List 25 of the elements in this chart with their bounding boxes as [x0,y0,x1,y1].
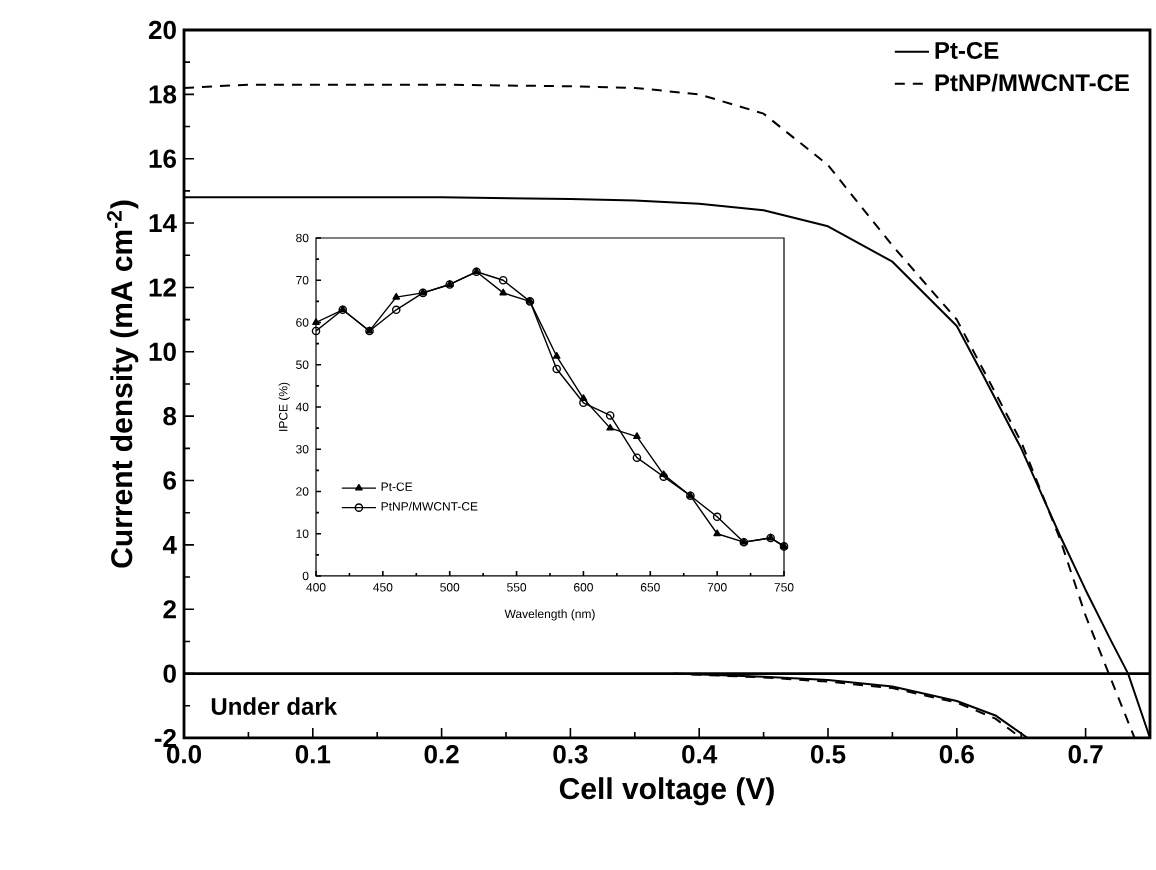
y-tick-label: 16 [149,149,176,168]
x-tick-label: 0.4 [682,745,718,764]
x-tick-label: 0.6 [939,745,974,764]
y-tick-label: 12 [149,278,176,297]
y-tick-label: 10 [149,342,176,361]
x-tick-label: 0.7 [1068,745,1103,764]
y-tick-label: 4 [162,535,177,554]
y-tick-label: 0 [163,664,176,683]
legend-label: PtNP/MWCNT-CE [935,73,1129,92]
x-axis-title: Cell voltage (V) [559,777,774,806]
x-tick-label: 0.3 [553,745,588,764]
y-tick-label: 6 [163,471,176,490]
y-tick-label: 8 [163,406,177,426]
x-tick-label: 0.2 [424,745,459,764]
y-axis-title: Current density (mA cm$^{-2}$) [106,200,139,568]
x-tick-label: 0.0 [166,745,202,764]
annotation: Under dark [211,697,338,715]
y-tick-label: -2 [154,728,176,748]
y-tick-label: 14 [149,214,177,233]
y-tick-label: 2 [163,600,176,619]
legend-label: Pt-CE [935,41,999,59]
x-tick-label: 0.5 [810,745,846,764]
y-tick-label: 20 [148,20,176,40]
y-tick-label: 18 [149,85,177,104]
x-tick-label: 0.1 [295,745,331,764]
